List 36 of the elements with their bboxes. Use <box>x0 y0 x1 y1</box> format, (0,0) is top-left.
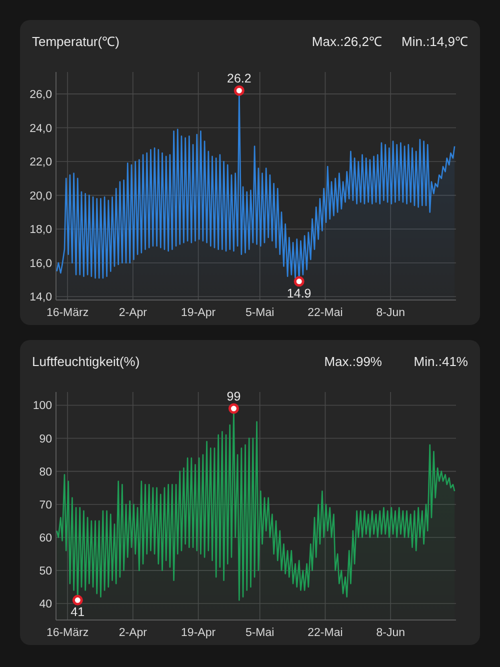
y-tick-label: 16,0 <box>30 258 52 270</box>
x-tick-label: 22-Mai <box>308 627 343 639</box>
annotation: 99 <box>226 390 241 404</box>
chart-title: Temperatur(℃) <box>32 34 120 49</box>
text: Min.:41% <box>414 354 468 369</box>
x-tick-label: 2-Apr <box>118 307 148 319</box>
chart-title: Luftfeuchtigkeit(%) <box>32 354 140 369</box>
annotation: 26.2 <box>227 72 252 86</box>
y-tick-label: 22,0 <box>30 156 52 169</box>
y-tick-label: 26,0 <box>30 88 52 101</box>
y-tick-label: 100 <box>32 400 52 412</box>
y-tick-label: 90 <box>39 433 52 446</box>
y-tick-label: 20,0 <box>30 190 52 202</box>
x-tick-label: 8-Jun <box>376 627 406 639</box>
y-tick-label: 50 <box>39 565 52 578</box>
y-tick-label: 80 <box>39 466 52 478</box>
annotation: 41 <box>70 605 85 620</box>
text: Min.:14,9℃ <box>402 34 468 49</box>
y-tick-label: 60 <box>39 532 52 544</box>
x-tick-label: 19-Apr <box>181 627 216 639</box>
text: Max.:26,2℃ <box>312 34 382 49</box>
x-tick-label: 5-Mai <box>245 627 274 639</box>
x-tick-label: 5-Mai <box>245 307 274 319</box>
x-tick-label: 2-Apr <box>118 627 148 639</box>
x-tick-label: 16-März <box>46 307 89 319</box>
y-tick-label: 14,0 <box>30 292 52 304</box>
y-tick-label: 70 <box>39 499 52 512</box>
x-tick-label: 8-Jun <box>376 307 406 319</box>
text: Max.:99% <box>324 354 382 369</box>
x-tick-label: 19-Apr <box>181 307 216 319</box>
y-tick-label: 24,0 <box>30 122 52 135</box>
x-tick-label: 16-März <box>46 627 89 639</box>
y-tick-label: 40 <box>39 598 52 611</box>
annotation: 14.9 <box>286 286 312 300</box>
x-tick-label: 22-Mai <box>308 307 343 319</box>
y-tick-label: 18,0 <box>30 224 52 236</box>
